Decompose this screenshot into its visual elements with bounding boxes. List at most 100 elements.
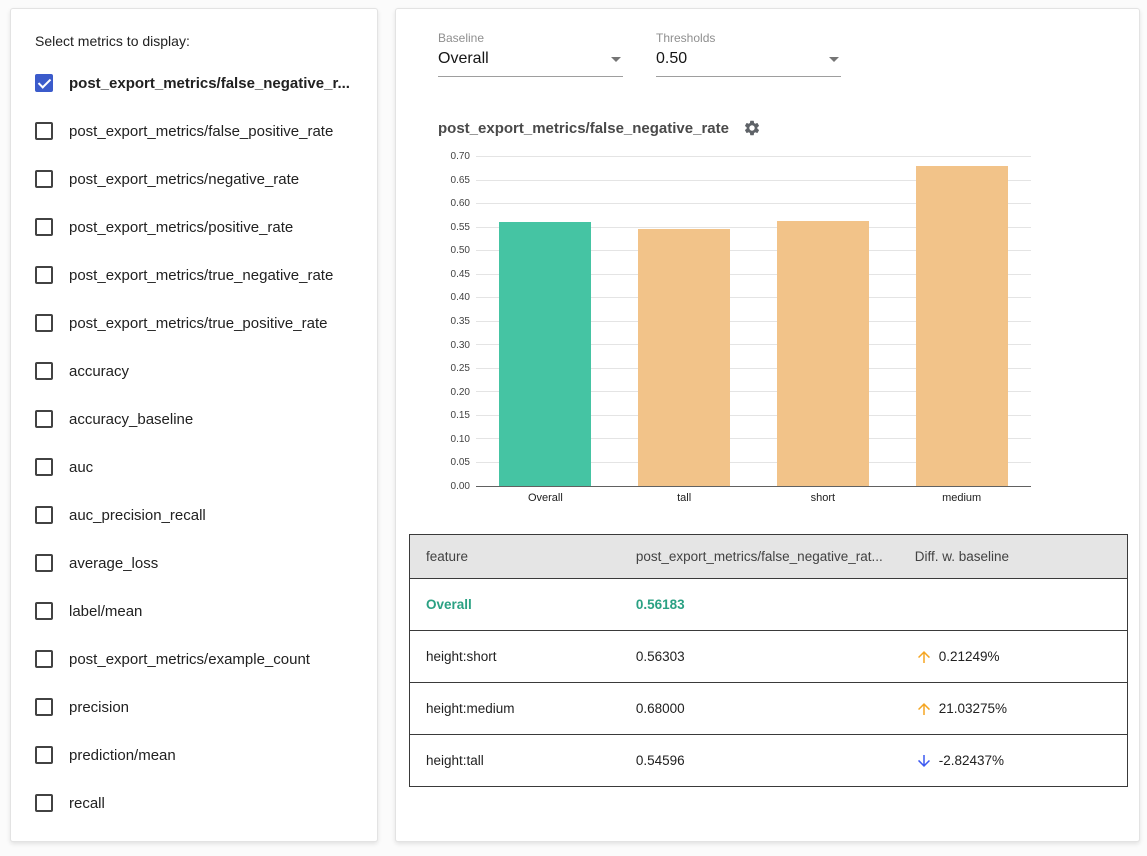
chart-header: post_export_metrics/false_negative_rate (438, 119, 1126, 137)
cell-feature: height:short (410, 631, 620, 683)
metric-label: accuracy (69, 363, 129, 380)
metric-item[interactable]: post_export_metrics/true_negative_rate (35, 251, 353, 299)
checkbox-unchecked[interactable] (35, 794, 53, 812)
bar-medium[interactable] (916, 166, 1008, 486)
baseline-select[interactable]: Baseline Overall (438, 31, 623, 77)
cell-feature: height:medium (410, 683, 620, 735)
metric-item[interactable]: recall (35, 779, 353, 827)
metric-item[interactable]: post_export_metrics/positive_rate (35, 203, 353, 251)
x-tick-label: short (777, 492, 869, 504)
y-tick-label: 0.15 (451, 410, 470, 421)
metric-label: post_export_metrics/false_negative_r... (69, 75, 350, 92)
chart-title: post_export_metrics/false_negative_rate (438, 120, 729, 137)
x-tick-label: medium (916, 492, 1008, 504)
cell-metric-value: 0.54596 (620, 735, 899, 787)
y-tick-label: 0.10 (451, 434, 470, 445)
y-tick-label: 0.65 (451, 175, 470, 186)
checkbox-checked[interactable] (35, 74, 53, 92)
metric-select-panel: Select metrics to display: post_export_m… (10, 8, 378, 842)
cell-diff: 21.03275% (899, 683, 1128, 735)
checkbox-unchecked[interactable] (35, 554, 53, 572)
metric-label: accuracy_baseline (69, 411, 193, 428)
cell-metric-value: 0.68000 (620, 683, 899, 735)
metric-label: prediction/mean (69, 747, 176, 764)
checkbox-unchecked[interactable] (35, 170, 53, 188)
cell-metric-value: 0.56183 (620, 579, 899, 631)
checkbox-unchecked[interactable] (35, 650, 53, 668)
metric-item[interactable]: auc_precision_recall (35, 491, 353, 539)
fairness-indicators-app: Select metrics to display: post_export_m… (0, 0, 1147, 856)
y-tick-label: 0.00 (451, 481, 470, 492)
diff-value: -2.82437% (939, 753, 1004, 768)
cell-diff: 0.21249% (899, 631, 1128, 683)
arrow-up-icon (915, 700, 933, 718)
metric-label: post_export_metrics/positive_rate (69, 219, 293, 236)
checkbox-unchecked[interactable] (35, 458, 53, 476)
col-header-metric: post_export_metrics/false_negative_rat..… (620, 535, 899, 579)
metric-item[interactable]: accuracy (35, 347, 353, 395)
metric-label: post_export_metrics/true_positive_rate (69, 315, 327, 332)
metric-label: average_loss (69, 555, 158, 572)
metric-label: post_export_metrics/example_count (69, 651, 310, 668)
metric-label: label/mean (69, 603, 142, 620)
y-tick-label: 0.45 (451, 269, 470, 280)
chevron-down-icon (829, 57, 839, 62)
y-tick-label: 0.20 (451, 387, 470, 398)
y-tick-label: 0.35 (451, 316, 470, 327)
metric-item[interactable]: prediction/mean (35, 731, 353, 779)
controls-row: Baseline Overall Thresholds 0.50 (438, 31, 1126, 77)
checkbox-unchecked[interactable] (35, 122, 53, 140)
metric-label: precision (69, 699, 129, 716)
metric-label: post_export_metrics/negative_rate (69, 171, 299, 188)
x-tick-label: tall (638, 492, 730, 504)
y-tick-label: 0.70 (451, 151, 470, 162)
baseline-select-label: Baseline (438, 31, 623, 45)
thresholds-select-value: 0.50 (656, 50, 687, 67)
metric-item[interactable]: post_export_metrics/false_positive_rate (35, 107, 353, 155)
metrics-table: feature post_export_metrics/false_negati… (409, 534, 1128, 787)
baseline-select-value: Overall (438, 50, 489, 67)
metric-item[interactable]: post_export_metrics/negative_rate (35, 155, 353, 203)
metric-item[interactable]: label/mean (35, 587, 353, 635)
metric-item[interactable]: post_export_metrics/example_count (35, 635, 353, 683)
bars (476, 157, 1031, 486)
metric-item[interactable]: precision (35, 683, 353, 731)
checkbox-unchecked[interactable] (35, 746, 53, 764)
table-row: height:short0.563030.21249% (410, 631, 1128, 683)
y-tick-label: 0.25 (451, 363, 470, 374)
table-header-row: feature post_export_metrics/false_negati… (410, 535, 1128, 579)
metric-item[interactable]: post_export_metrics/false_negative_r... (35, 59, 353, 107)
checkbox-unchecked[interactable] (35, 506, 53, 524)
cell-diff (899, 579, 1128, 631)
checkbox-unchecked[interactable] (35, 410, 53, 428)
y-axis: 0.000.050.100.150.200.250.300.350.400.45… (438, 157, 476, 487)
metric-select-title: Select metrics to display: (35, 33, 353, 49)
plot-area (476, 157, 1031, 487)
metric-item[interactable]: average_loss (35, 539, 353, 587)
bar-tall[interactable] (638, 229, 730, 486)
checkbox-unchecked[interactable] (35, 314, 53, 332)
table-row: height:tall0.54596-2.82437% (410, 735, 1128, 787)
metrics-panel: Baseline Overall Thresholds 0.50 post_ex… (395, 8, 1140, 842)
bar-short[interactable] (777, 221, 869, 486)
thresholds-select[interactable]: Thresholds 0.50 (656, 31, 841, 77)
checkbox-unchecked[interactable] (35, 266, 53, 284)
checkbox-unchecked[interactable] (35, 218, 53, 236)
checkbox-unchecked[interactable] (35, 362, 53, 380)
table-row: Overall0.56183 (410, 579, 1128, 631)
chevron-down-icon (611, 57, 621, 62)
bar-chart: 0.000.050.100.150.200.250.300.350.400.45… (438, 157, 1126, 487)
cell-feature: Overall (410, 579, 620, 631)
metric-item[interactable]: post_export_metrics/true_positive_rate (35, 299, 353, 347)
metric-list: post_export_metrics/false_negative_r...p… (35, 59, 353, 827)
bar-Overall[interactable] (499, 222, 591, 486)
metric-item[interactable]: auc (35, 443, 353, 491)
y-tick-label: 0.50 (451, 245, 470, 256)
metric-item[interactable]: accuracy_baseline (35, 395, 353, 443)
checkbox-unchecked[interactable] (35, 602, 53, 620)
metric-label: post_export_metrics/false_positive_rate (69, 123, 333, 140)
metric-label: auc (69, 459, 93, 476)
y-tick-label: 0.60 (451, 198, 470, 209)
gear-icon[interactable] (743, 119, 761, 137)
checkbox-unchecked[interactable] (35, 698, 53, 716)
